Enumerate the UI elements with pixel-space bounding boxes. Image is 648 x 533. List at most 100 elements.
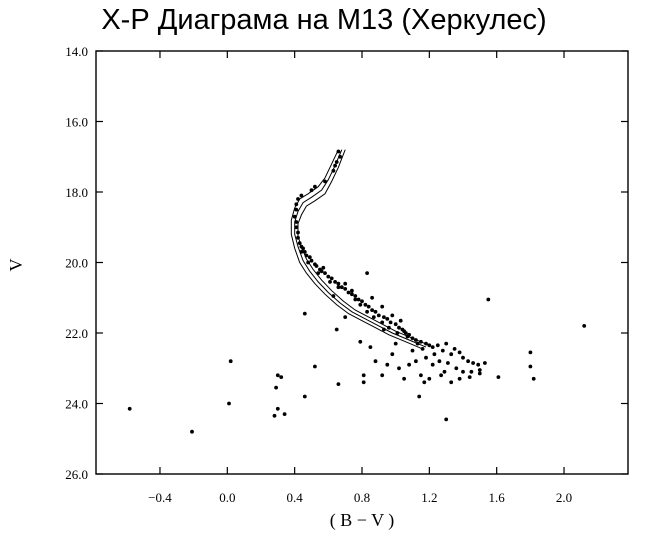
star-point [424,355,428,360]
star-point [461,355,465,360]
x-tick-label: −0.4 [148,490,172,505]
y-tick-label: 14.0 [65,44,88,59]
star-point [430,345,435,349]
star-point [323,271,327,275]
star-point [393,322,398,327]
star-point [321,265,326,270]
star-point [302,394,307,399]
star-point [333,280,337,284]
y-axis-title: V [6,259,26,272]
isochrone-curves [290,149,430,350]
star-point [358,302,363,307]
star-point [329,276,334,281]
star-point [373,359,378,364]
star-point [407,362,411,367]
x-tick-label: 1.6 [489,490,506,505]
star-point [306,260,310,265]
isochrone-line [297,149,430,346]
star-point [477,371,482,376]
star-point [363,302,368,307]
star-point [282,412,287,416]
x-tick-label: 0.4 [287,490,304,505]
star-point [427,376,432,381]
star-point [356,297,361,302]
star-point [373,309,378,314]
star-point [361,380,366,385]
star-point [435,343,440,348]
star-point [343,315,348,319]
star-point [467,375,472,379]
star-point [365,271,369,275]
star-point [370,295,374,300]
star-point [397,366,401,371]
y-tick-label: 24.0 [65,397,88,412]
star-point [385,317,390,321]
star-point [427,343,432,348]
star-point [336,149,341,154]
star-point [361,373,366,378]
star-point [304,253,309,258]
star-point [454,366,459,371]
star-point [339,285,344,290]
star-point [390,352,395,357]
star-point [422,380,427,385]
y-tick-label: 26.0 [65,467,88,482]
star-point [301,246,305,251]
x-axis-title: ( B − V ) [330,510,395,531]
star-point [292,214,297,219]
star-point [442,369,447,374]
star-point [477,368,482,372]
star-point [336,285,341,290]
star-point [380,304,385,309]
star-point [296,197,300,201]
star-point [444,341,449,346]
star-point [440,348,445,353]
star-point [382,327,386,332]
star-point [299,193,304,198]
star-point [415,341,420,346]
star-point [483,361,487,365]
star-point [333,163,337,168]
star-point [376,313,381,318]
star-point [272,413,277,418]
star-point [127,406,132,411]
star-point [275,406,280,411]
star-point [294,202,299,207]
star-point [365,309,369,314]
star-point [382,315,386,319]
star-point [302,311,307,316]
star-point [323,179,327,184]
star-point [444,417,449,422]
star-point [582,324,587,328]
star-point [402,329,406,334]
star-point [366,304,371,309]
star-point [358,339,363,344]
star-point [228,359,233,364]
x-tick-label: 0.0 [219,490,235,505]
star-point [316,271,321,275]
star-point [410,348,415,353]
star-point [387,325,391,330]
star-point [380,373,385,378]
star-point [296,230,300,235]
star-point [417,394,422,399]
star-point [405,334,410,339]
star-point [531,376,536,381]
star-point [313,184,317,189]
y-tick-label: 16.0 [65,115,88,130]
star-point [496,375,501,379]
star-point [328,280,332,284]
star-point [457,376,462,381]
star-point [420,347,425,351]
star-point [309,188,314,193]
x-tick-label: 0.8 [354,490,370,505]
star-point [334,160,339,164]
star-point [471,361,475,365]
star-point [439,373,443,378]
star-point [350,292,354,297]
star-point [296,235,300,240]
star-point [371,315,376,319]
star-point [275,373,280,378]
isochrone-line [294,149,427,348]
